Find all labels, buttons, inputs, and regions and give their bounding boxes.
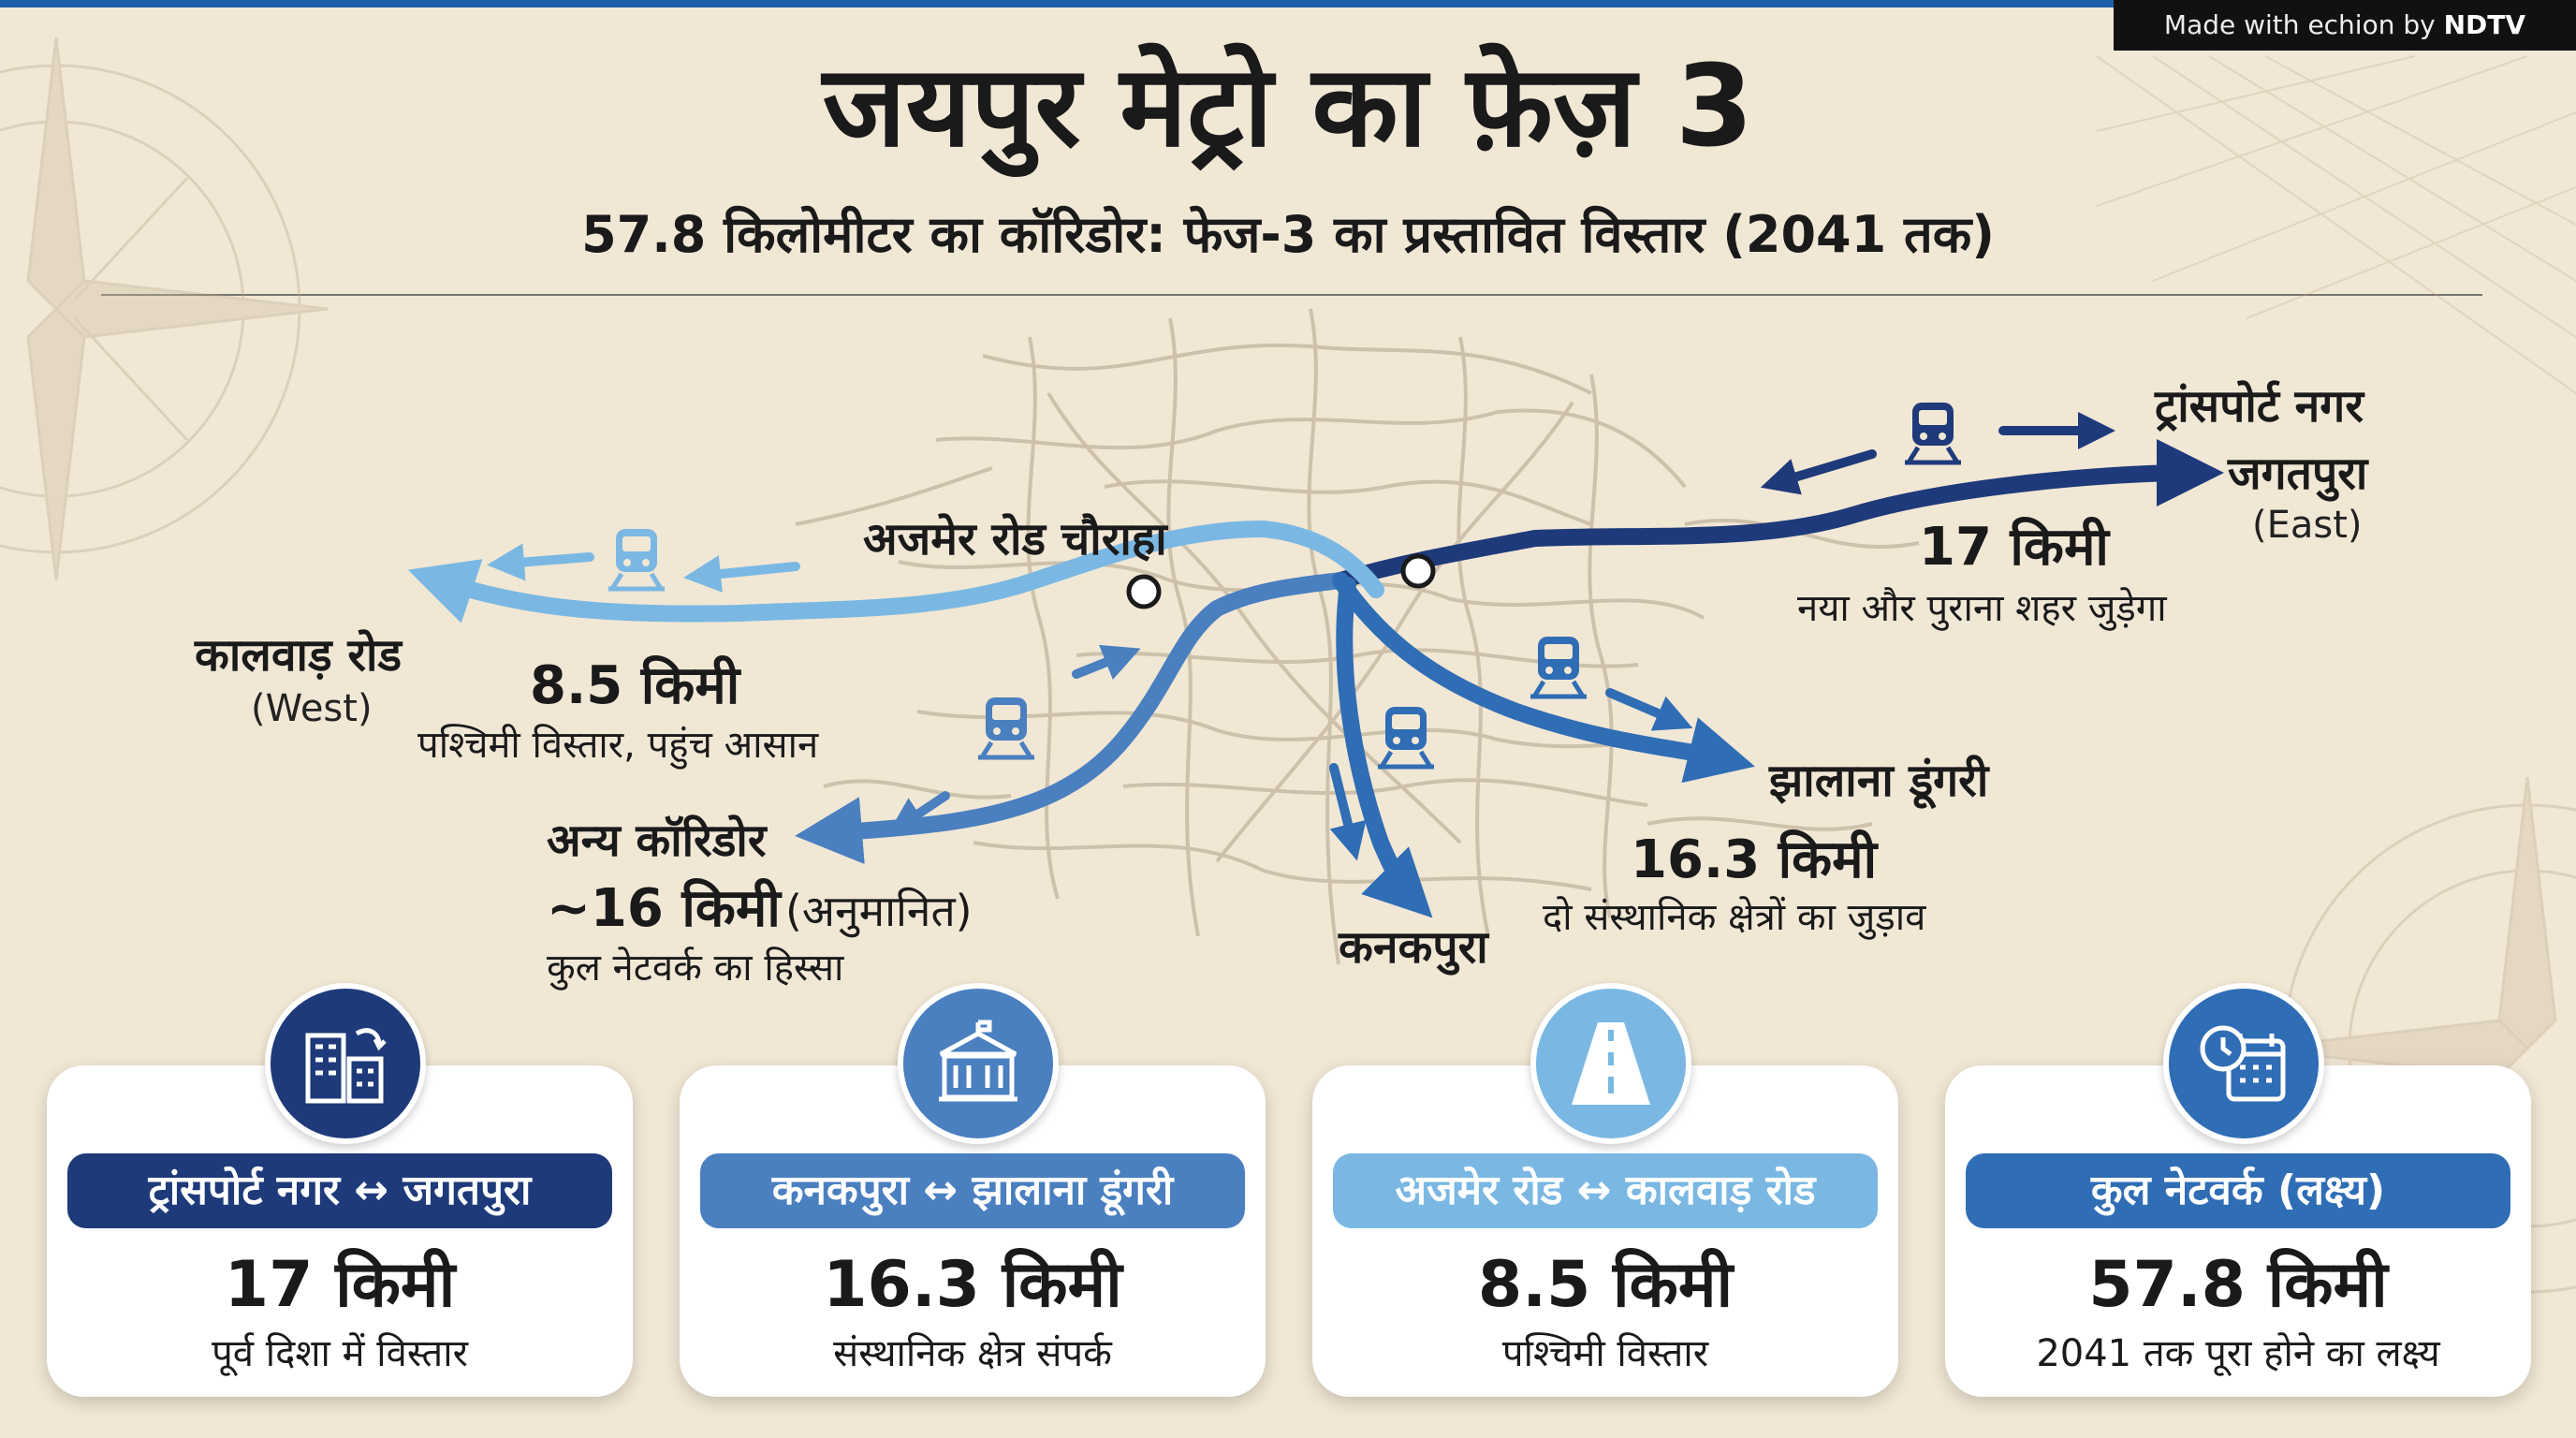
- label-west-direction: (West): [251, 687, 373, 730]
- station-ajmer-road-chauraha: [1126, 574, 1162, 609]
- watermark-by: by: [2403, 9, 2436, 40]
- label-west-distance: 8.5 किमी: [530, 655, 740, 716]
- label-kanakpura: कनकपुरा: [1339, 921, 1488, 974]
- card-distance: 8.5 किमी: [1477, 1248, 1734, 1322]
- label-southeast-distance: 16.3 किमी: [1631, 829, 1878, 890]
- label-southwest-note: (अनुमानित): [784, 886, 973, 936]
- train-icon-west: [608, 529, 665, 589]
- card-route-pill: ट्रांसपोर्ट नगर ↔ जगतपुरा: [67, 1153, 612, 1228]
- institution-icon: [898, 983, 1059, 1144]
- line-east-dark: [1332, 439, 2224, 589]
- label-kalwar-road: कालवाड़ रोड: [195, 629, 402, 682]
- label-other-corridor: अन्य कॉरिडोर: [547, 814, 767, 867]
- label-southeast-description: दो संस्थानिक क्षेत्रों का जुड़ाव: [1543, 896, 1926, 939]
- page-subtitle: 57.8 किलोमीटर का कॉरिडोर: फेज-3 का प्रस्…: [581, 205, 1995, 264]
- compass-rose-left-icon: [0, 37, 329, 581]
- calendar-clock-icon: [2163, 983, 2324, 1144]
- card-description: 2041 तक पूरा होने का लक्ष्य: [2036, 1332, 2440, 1375]
- card-distance: 17 किमी: [224, 1248, 456, 1322]
- watermark-brand: echion: [2307, 9, 2395, 40]
- card-route-pill: कनकपुरा ↔ झालाना डूंगरी: [700, 1153, 1245, 1228]
- label-west-description: पश्चिमी विस्तार, पहुंच आसान: [417, 724, 819, 767]
- card-route-pill: कुल नेटवर्क (लक्ष्य): [1966, 1153, 2510, 1228]
- label-jagatpura: जगतपुरा: [2228, 448, 2368, 500]
- line-southwest-mid: [795, 572, 1349, 865]
- label-east-distance: 17 किमी: [1919, 517, 2109, 578]
- label-southwest-description: कुल नेटवर्क का हिस्सा: [547, 946, 844, 990]
- card-description: पश्चिमी विस्तार: [1501, 1332, 1709, 1375]
- label-southwest-distance: ~16 किमी: [547, 878, 781, 939]
- line-south-blue: [1336, 577, 1433, 918]
- city-road-network: [795, 308, 1920, 965]
- train-icon-southeast: [1530, 637, 1587, 697]
- top-accent-bar: [0, 0, 2576, 7]
- card-description: संस्थानिक क्षेत्र संपर्क: [833, 1332, 1112, 1375]
- label-southwest-distance-row: ~16 किमी (अनुमानित): [547, 871, 973, 942]
- train-icon-southwest: [978, 697, 1034, 757]
- compass-grid-top-right: [2096, 55, 2576, 394]
- train-icon-east: [1905, 403, 1961, 462]
- card-distance: 16.3 किमी: [823, 1248, 1122, 1322]
- label-east-direction: (East): [2252, 504, 2363, 547]
- watermark-prefix: Made with: [2163, 9, 2300, 40]
- page-title: जयपुर मेट्रो का फ़ेज़ 3: [822, 42, 1754, 172]
- train-icon-south: [1378, 707, 1434, 767]
- title-divider: [101, 294, 2482, 296]
- label-east-description: नया और पुराना शहर जुड़ेगा: [1797, 587, 2167, 630]
- line-southeast-blue: [1332, 572, 1755, 784]
- card-route-pill: अजमेर रोड ↔ कालवाड़ रोड: [1333, 1153, 1878, 1228]
- card-total-network: कुल नेटवर्क (लक्ष्य) 57.8 किमी 2041 तक प…: [1945, 1065, 2531, 1397]
- direction-arrows: [487, 412, 2115, 861]
- card-description: पूर्व दिशा में विस्तार: [212, 1332, 468, 1375]
- watermark-publisher: NDTV: [2443, 9, 2526, 40]
- road-icon: [1530, 983, 1691, 1144]
- card-distance: 57.8 किमी: [2088, 1248, 2388, 1322]
- line-west-light: [407, 520, 1384, 624]
- station-junction-east: [1400, 553, 1436, 589]
- label-ajmer-road-chauraha: अजमेर रोड चौराहा: [863, 513, 1167, 565]
- label-jhalana-doongri: झालाना डूंगरी: [1769, 755, 1989, 807]
- watermark: Made with echion by NDTV: [2114, 0, 2576, 51]
- buildings-icon: [265, 983, 426, 1144]
- label-transport-nagar: ट्रांसपोर्ट नगर: [2155, 380, 2364, 433]
